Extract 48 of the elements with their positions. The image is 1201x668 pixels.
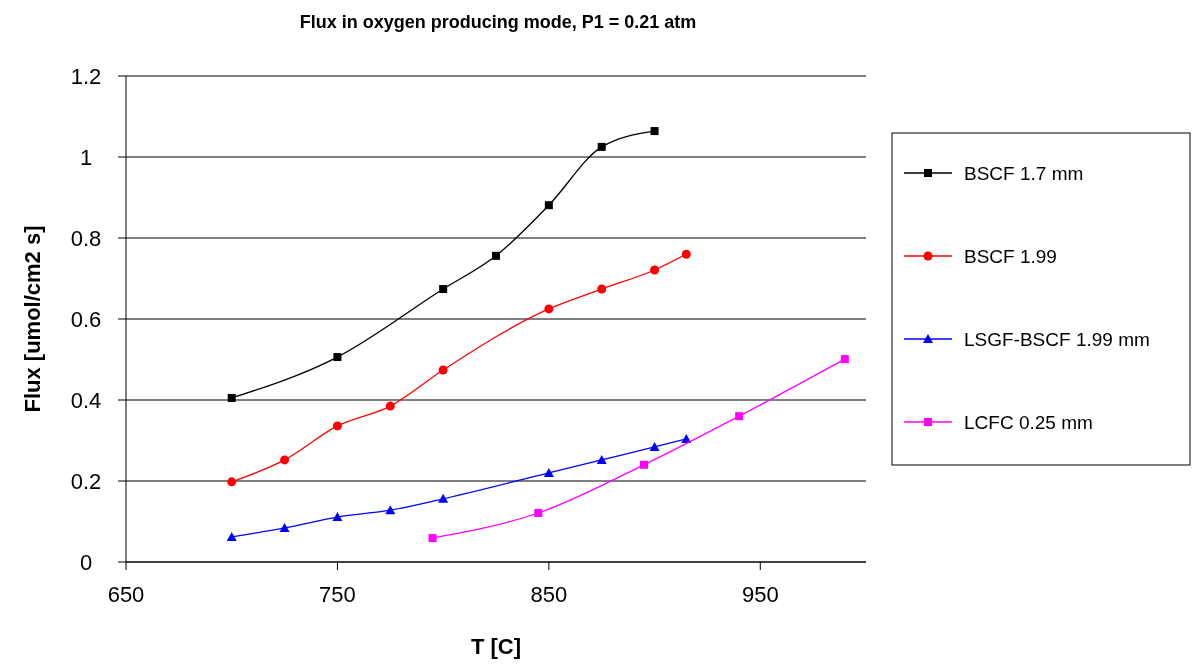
y-tick-label: 1 (79, 145, 93, 170)
point (681, 433, 692, 443)
point (385, 401, 395, 411)
point (650, 265, 660, 275)
point (597, 284, 607, 294)
point (640, 460, 648, 469)
y-tick-label: 0.8 (70, 226, 102, 251)
y-tick-label: 0 (79, 550, 93, 575)
point (597, 142, 606, 151)
point (681, 249, 691, 259)
legend-label: LSGF-BSCF 1.99 mm (964, 329, 1150, 350)
point (438, 365, 448, 375)
point (385, 505, 396, 515)
point (332, 512, 343, 522)
chart-title: Flux in oxygen producing mode, P1 = 0.21 atm (299, 12, 697, 32)
point (227, 477, 237, 487)
y-tick-label: 0.6 (70, 307, 102, 332)
point (544, 201, 553, 210)
y-axis-title: Flux [umol/cm2 s] (20, 225, 45, 413)
point (650, 127, 659, 136)
point (428, 534, 437, 543)
point (544, 304, 554, 314)
x-tick-label: 850 (530, 582, 568, 607)
legend-label: BSCF 1.99 (964, 246, 1057, 267)
legend-label: LCFC 0.25 mm (964, 412, 1093, 433)
point (332, 421, 342, 431)
point (534, 509, 543, 517)
legend-label: BSCF 1.7 mm (964, 163, 1084, 184)
x-tick-label: 750 (319, 582, 356, 607)
point (439, 285, 448, 294)
point (596, 454, 607, 464)
point (279, 522, 290, 532)
point (227, 393, 236, 402)
point (735, 412, 744, 421)
point (543, 467, 554, 477)
point (438, 493, 449, 503)
x-tick-label: 950 (741, 582, 779, 607)
x-tick-label: 650 (107, 582, 145, 607)
point (840, 355, 849, 364)
x-axis-title: T [C] (470, 634, 522, 659)
point (333, 353, 342, 362)
y-tick-label: 0.4 (70, 388, 102, 413)
point (280, 455, 290, 465)
y-tick-label: 0.2 (70, 469, 102, 494)
point (226, 531, 237, 541)
point (492, 251, 500, 260)
y-tick-label: 1.2 (70, 64, 102, 89)
point (649, 441, 660, 451)
